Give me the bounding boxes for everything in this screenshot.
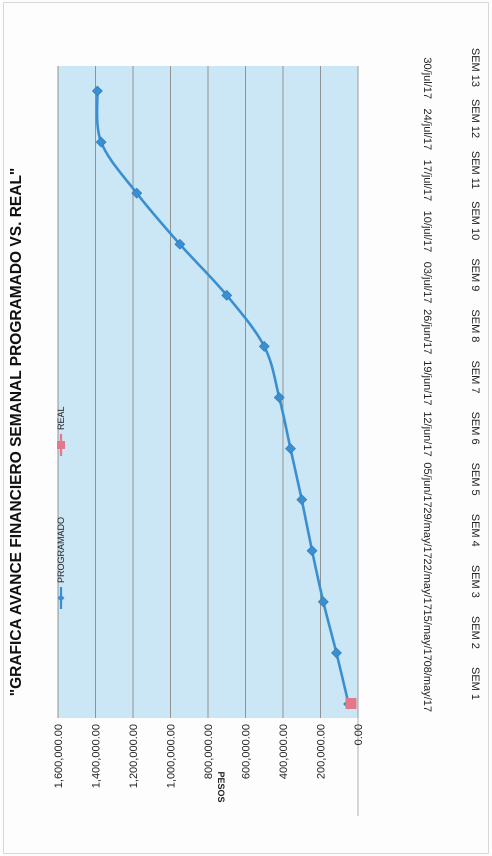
x-tick-date: 26/jun/17	[421, 309, 433, 354]
data-point-programado	[317, 596, 329, 608]
x-category-label: SEM 13 30/jul/17	[421, 48, 481, 99]
x-tick-week: SEM 7	[469, 360, 481, 393]
data-point-programado	[174, 238, 186, 250]
x-tick-week: SEM 1	[469, 667, 481, 700]
y-tick-label: 1,400,000.00	[91, 724, 103, 788]
data-point-programado	[285, 443, 296, 455]
x-tick-date: 22/may/17	[421, 558, 433, 609]
data-point-programado	[306, 545, 318, 557]
x-category-label: SEM 2 15/may/17	[421, 610, 481, 661]
x-tick-week: SEM 12	[469, 99, 481, 138]
x-category-label: SEM 9 03/jul/17	[421, 258, 481, 303]
x-category-label: SEM 12 24/jul/17	[421, 99, 481, 150]
x-tick-date: 29/may/17	[421, 507, 433, 558]
x-tick-date: 24/jul/17	[421, 108, 433, 150]
x-tick-week: SEM 10	[469, 201, 481, 240]
y-axis-title: PESOS	[216, 771, 226, 802]
chart-title: "GRAFICA AVANCE FINANCIERO SEMANAL PROGR…	[8, 168, 25, 697]
x-tick-date: 30/jul/17	[421, 57, 433, 99]
y-axis-tick-labels: 0.00 200,000.00 400,000.00 600,000.00 800,00…	[53, 724, 365, 788]
x-tick-date: 12/jun/17	[421, 411, 433, 456]
x-tick-week: SEM 9	[469, 258, 481, 291]
y-tick-label: 200,000.00	[316, 724, 328, 779]
page-border	[3, 2, 489, 854]
x-tick-date: 10/jul/17	[421, 211, 433, 253]
x-category-label: SEM 1 08/may/17	[421, 661, 481, 712]
x-tick-week: SEM 13	[469, 48, 481, 87]
data-point-programado	[273, 392, 285, 403]
y-tick-label: 1,000,000.00	[166, 724, 178, 788]
x-tick-week: SEM 4	[469, 514, 481, 547]
data-point-programado	[296, 494, 308, 506]
gridlines	[57, 66, 321, 718]
x-category-label: SEM 5 05/jun/17	[421, 462, 481, 507]
legend-item-programado: PROGRAMADO	[56, 517, 66, 609]
x-tick-date: 03/jul/17	[421, 262, 433, 304]
x-tick-date: 17/jul/17	[421, 160, 433, 202]
x-tick-date: 08/may/17	[421, 661, 433, 712]
y-tick-label: 1,200,000.00	[128, 724, 140, 788]
data-point-programado	[258, 340, 270, 352]
series-layer	[91, 85, 357, 710]
y-tick-label: 600,000.00	[241, 724, 253, 779]
x-category-label: SEM 11 17/jul/17	[421, 151, 481, 201]
data-point-real	[345, 698, 357, 709]
x-tick-week: SEM 6	[469, 412, 481, 445]
x-category-label: SEM 8 26/jun/17	[421, 309, 481, 354]
x-tick-date: 15/may/17	[421, 610, 433, 661]
x-tick-week: SEM 11	[469, 151, 481, 189]
x-category-label: SEM 4 29/may/17	[421, 507, 481, 558]
x-tick-week: SEM 5	[469, 463, 481, 496]
x-tick-date: 19/jun/17	[421, 360, 433, 405]
legend-item-real: REAL	[56, 406, 66, 456]
y-tick-label: 800,000.00	[203, 724, 215, 779]
data-point-programado	[131, 187, 143, 199]
legend-marker	[57, 594, 65, 602]
x-category-label: SEM 6 12/jun/17	[421, 411, 481, 456]
data-point-programado	[91, 85, 103, 97]
x-category-label: SEM 10 10/jul/17	[421, 201, 481, 252]
x-axis-tick-labels: SEM 1 08/may/17 SEM 2 15/may/17 SEM 3 22/may/…	[421, 48, 481, 712]
x-category-label: SEM 7 19/jun/17	[421, 360, 481, 405]
x-tick-week: SEM 8	[469, 309, 481, 342]
data-point-programado	[331, 647, 342, 659]
legend-marker	[57, 441, 65, 449]
data-point-programado	[221, 289, 233, 301]
legend-label: PROGRAMADO	[56, 517, 66, 583]
x-category-label: SEM 3 22/may/17	[421, 558, 481, 609]
y-tick-label: 1,600,000.00	[53, 724, 65, 788]
y-tick-label: 0.00	[353, 724, 365, 745]
data-point-programado	[95, 136, 107, 148]
x-tick-date: 05/jun/17	[421, 462, 433, 507]
y-tick-label: 400,000.00	[278, 724, 290, 779]
legend: PROGRAMADO REAL	[56, 406, 66, 609]
x-tick-week: SEM 3	[469, 565, 481, 598]
x-tick-week: SEM 2	[469, 616, 481, 649]
legend-label: REAL	[56, 406, 66, 430]
